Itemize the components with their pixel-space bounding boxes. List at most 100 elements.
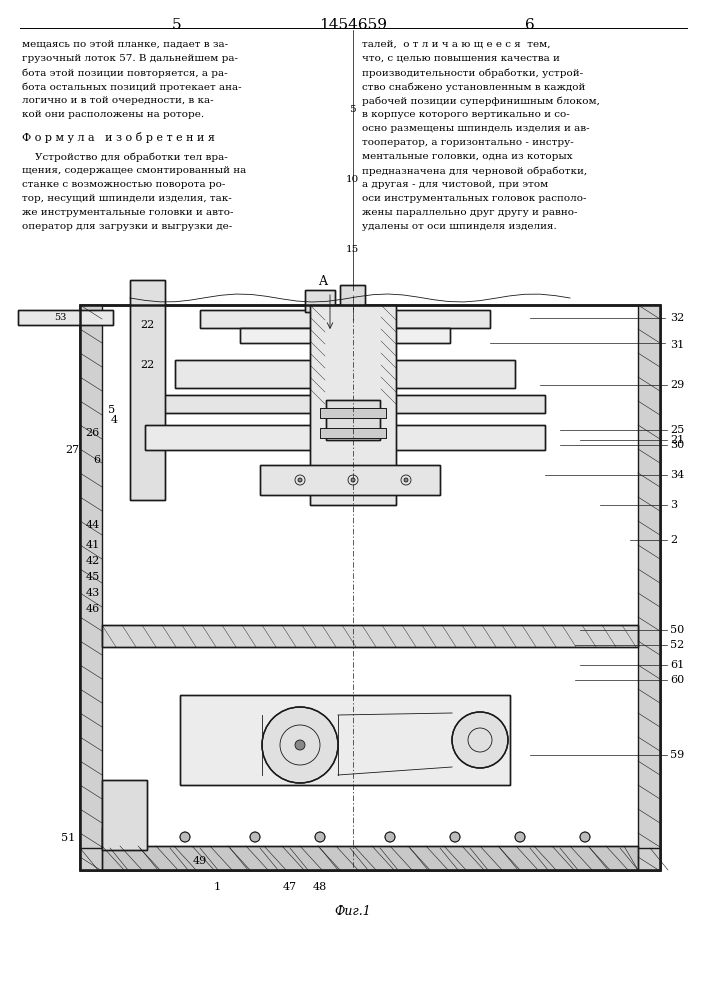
Bar (80, 305, 102, 870)
Bar (326, 400, 380, 440)
Text: 3: 3 (670, 500, 677, 510)
Text: бота этой позиции повторяется, а ра-: бота этой позиции повторяется, а ра- (22, 68, 228, 78)
Text: 59: 59 (670, 750, 684, 760)
Bar (240, 328, 450, 343)
Bar (145, 425, 545, 450)
Bar (102, 780, 147, 850)
Bar (102, 828, 132, 848)
Text: 22: 22 (141, 360, 155, 370)
Text: 31: 31 (670, 340, 684, 350)
Bar (102, 780, 147, 850)
Text: 15: 15 (346, 245, 358, 254)
Bar (102, 828, 132, 848)
Text: оси инструментальных головок располо-: оси инструментальных головок располо- (362, 194, 587, 203)
Text: 1454659: 1454659 (319, 18, 387, 32)
Text: жены параллельно друг другу и равно-: жены параллельно друг другу и равно- (362, 208, 578, 217)
Text: 21: 21 (670, 435, 684, 445)
Bar (80, 848, 660, 870)
Bar (102, 846, 638, 870)
Text: рабочей позиции суперфинишным блоком,: рабочей позиции суперфинишным блоком, (362, 96, 600, 105)
Bar (180, 695, 510, 785)
Bar (180, 695, 510, 785)
Bar (200, 310, 490, 328)
Bar (305, 290, 335, 312)
Bar (320, 428, 386, 438)
Text: 22: 22 (141, 320, 155, 330)
Bar (175, 360, 515, 388)
Text: логично и в той очередности, в ка-: логично и в той очередности, в ка- (22, 96, 214, 105)
Circle shape (298, 478, 302, 482)
Bar (305, 290, 335, 312)
Bar (240, 328, 450, 343)
Text: 25: 25 (670, 425, 684, 435)
Circle shape (452, 712, 508, 768)
Bar (145, 395, 545, 413)
Text: удалены от оси шпинделя изделия.: удалены от оси шпинделя изделия. (362, 222, 556, 231)
Text: 5: 5 (108, 405, 115, 415)
Circle shape (180, 832, 190, 842)
Bar (130, 280, 165, 500)
Text: 34: 34 (670, 470, 684, 480)
Text: 50: 50 (670, 625, 684, 635)
Text: 61: 61 (670, 660, 684, 670)
Text: ментальные головки, одна из которых: ментальные головки, одна из которых (362, 152, 573, 161)
Bar (18, 310, 113, 325)
Text: кой они расположены на роторе.: кой они расположены на роторе. (22, 110, 204, 119)
Text: 27: 27 (65, 445, 79, 455)
Text: 4: 4 (111, 415, 118, 425)
Text: 6: 6 (93, 455, 100, 465)
Text: 6: 6 (525, 18, 535, 32)
Text: 10: 10 (346, 175, 358, 184)
Circle shape (295, 740, 305, 750)
Text: бота остальных позиций протекает ана-: бота остальных позиций протекает ана- (22, 82, 242, 92)
Text: талей,  о т л и ч а ю щ е е с я  тем,: талей, о т л и ч а ю щ е е с я тем, (362, 40, 551, 49)
Text: же инструментальные головки и авто-: же инструментальные головки и авто- (22, 208, 233, 217)
Text: а другая - для чистовой, при этом: а другая - для чистовой, при этом (362, 180, 548, 189)
Text: 51: 51 (61, 833, 75, 843)
Text: 2: 2 (670, 535, 677, 545)
Bar (80, 305, 660, 870)
Text: станке с возможностью поворота ро-: станке с возможностью поворота ро- (22, 180, 226, 189)
Bar (310, 305, 396, 505)
Bar (175, 360, 515, 388)
Bar (340, 285, 365, 312)
Text: в корпусе которого вертикально и со-: в корпусе которого вертикально и со- (362, 110, 570, 119)
Circle shape (580, 832, 590, 842)
Text: 45: 45 (86, 572, 100, 582)
Text: производительности обработки, устрой-: производительности обработки, устрой- (362, 68, 583, 78)
Bar (102, 625, 638, 647)
Text: 5: 5 (349, 105, 356, 114)
Bar (260, 465, 440, 495)
Bar (638, 305, 660, 870)
Text: 32: 32 (670, 313, 684, 323)
Text: 42: 42 (86, 556, 100, 566)
Text: грузочный лоток 57. В дальнейшем ра-: грузочный лоток 57. В дальнейшем ра- (22, 54, 238, 63)
Bar (102, 846, 638, 870)
Text: 46: 46 (86, 604, 100, 614)
Circle shape (262, 707, 338, 783)
Text: 44: 44 (86, 520, 100, 530)
Text: 26: 26 (86, 428, 100, 438)
Text: 47: 47 (283, 882, 297, 892)
Bar (340, 285, 365, 312)
Bar (145, 425, 545, 450)
Text: A: A (318, 275, 327, 288)
Bar (200, 310, 490, 328)
Text: оператор для загрузки и выгрузки де-: оператор для загрузки и выгрузки де- (22, 222, 233, 231)
Text: 49: 49 (193, 856, 207, 866)
Circle shape (315, 832, 325, 842)
Bar (102, 625, 638, 647)
Text: Ф о р м у л а   и з о б р е т е н и я: Ф о р м у л а и з о б р е т е н и я (22, 132, 215, 143)
Text: 1: 1 (214, 882, 221, 892)
Text: 41: 41 (86, 540, 100, 550)
Text: что, с целью повышения качества и: что, с целью повышения качества и (362, 54, 560, 63)
Circle shape (404, 478, 408, 482)
Text: ство снабжено установленным в каждой: ство снабжено установленным в каждой (362, 82, 585, 92)
Circle shape (250, 832, 260, 842)
Text: 53: 53 (54, 314, 66, 322)
Text: щения, содержащее смонтированный на: щения, содержащее смонтированный на (22, 166, 246, 175)
Bar (320, 428, 386, 438)
Text: осно размещены шпиндель изделия и ав-: осно размещены шпиндель изделия и ав- (362, 124, 590, 133)
Circle shape (351, 478, 355, 482)
Circle shape (385, 832, 395, 842)
